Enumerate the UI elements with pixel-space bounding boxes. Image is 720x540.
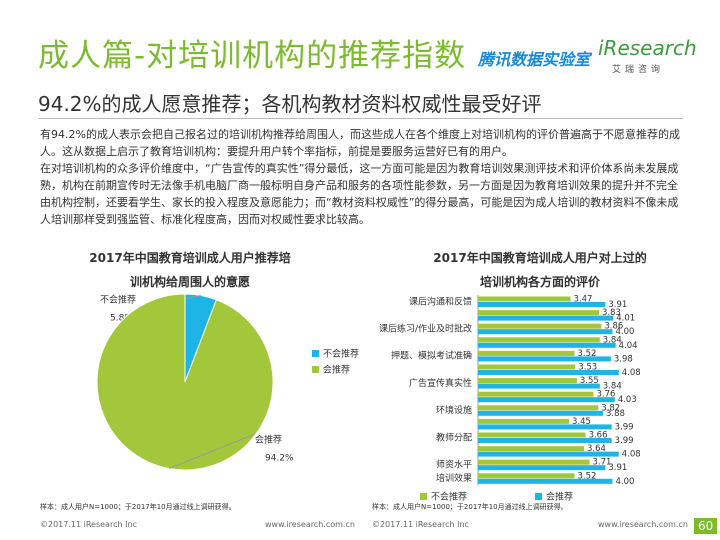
value-label: 4.03 [618,395,637,405]
bar [478,451,619,457]
value-label: 4.08 [622,368,641,378]
bar [478,473,575,479]
footer-copyright: ©2017.11 iResearch Inc [372,520,469,529]
bar [478,391,594,397]
bar [478,446,584,452]
value-label: 4.00 [615,327,634,337]
value-label: 3.64 [587,444,606,454]
legend-label: 不会推荐 [323,348,359,360]
bar [478,478,613,484]
value-label: 3.76 [596,390,615,400]
bar [478,418,569,424]
value-label: 4.04 [619,341,638,351]
legend-label: 会推荐 [546,491,573,503]
bar [478,310,600,316]
page-number: 60 [694,518,718,534]
legend-swatch [312,350,319,357]
legend-label: 会推荐 [323,364,350,376]
slice-value: 94.2% [265,454,294,464]
footer-url: www.iresearch.com.cn [598,520,688,529]
value-label: 3.99 [615,436,634,446]
bar [478,364,576,370]
bar [478,337,600,343]
footer-url: www.iresearch.com.cn [265,520,355,529]
value-label: 3.47 [574,295,593,305]
category-label: 师资水平 [436,459,472,471]
slide-title: 成人篇-对培训机构的推荐指数 [38,38,467,74]
category-label: 广告宣传真实性 [409,377,472,389]
source-note: 样本：成人用户N=1000；于2017年10月通过线上调研获得。 [40,502,236,511]
bar [478,296,571,302]
leader-line [168,433,256,470]
value-label: 3.53 [578,363,597,373]
logo-text: 腾讯数据实验室 [478,50,591,69]
category-label: 环境设施 [436,404,472,416]
value-label: 3.45 [572,417,591,427]
paragraph: 在对培训机构的众多评价维度中，“广告宣传的真实性”得分最低，这一方面可能是因为教… [40,162,679,226]
pie-slice [96,293,274,471]
bar [478,410,603,416]
slice-label: 会推荐 [255,434,282,446]
value-label: 4.08 [622,450,641,460]
value-label: 3.52 [577,471,596,481]
category-label: 课后练习/作业及时批改 [379,323,472,335]
divider [38,118,683,119]
logo-text: 艾瑞咨询 [612,65,665,75]
value-label: 3.52 [577,349,596,359]
value-label: 3.66 [589,431,608,441]
slice-label: 不会推荐 [100,294,136,306]
category-label: 课后沟通和反馈 [409,295,472,307]
chart-title: 2017年中国教育培训成人用户推荐培训机构给周围人的意愿 [89,250,290,289]
value-label: 4.01 [616,314,635,324]
bar [478,342,616,348]
source-note: 样本：成人用户N=1000；于2017年10月通过线上调研获得。 [372,502,568,511]
footer-copyright: ©2017.11 iResearch Inc [40,520,137,529]
bar [478,350,575,356]
slice-value: 5.8% [110,314,133,324]
bar [478,370,619,375]
bar [478,397,615,403]
legend-swatch [420,493,427,500]
bar [478,438,612,443]
bar [478,424,612,430]
legend-label: 不会推荐 [431,491,467,503]
value-label: 3.99 [615,422,634,432]
bar [478,323,602,329]
category-label: 押题、模拟考试准确 [391,350,472,362]
bar [478,378,577,384]
category-label: 培训效果 [436,472,472,484]
bar [478,383,600,389]
value-label: 3.71 [593,458,612,468]
legend-swatch [535,493,542,500]
value-label: 3.86 [604,322,623,332]
value-label: 3.98 [614,354,633,364]
chart-title: 2017年中国教育培训成人用户对上过的培训机构各方面的评价 [433,250,646,289]
bar [478,329,613,335]
category-label: 教师分配 [436,431,472,443]
bar [478,465,606,471]
value-label: 3.84 [603,335,622,345]
bar [478,356,611,362]
slide-subtitle: 94.2%的成人愿意推荐；各机构教材资料权威性最受好评 [38,92,542,116]
bar [478,459,590,465]
value-label: 3.55 [580,376,599,386]
value-label: 3.83 [602,308,621,318]
bar [478,315,614,321]
value-label: 3.91 [608,463,627,473]
bar [478,405,599,411]
value-label: 3.91 [608,300,627,310]
value-label: 3.88 [606,409,625,419]
value-label: 3.84 [603,382,622,392]
bar [478,302,606,307]
legend-swatch [312,366,319,373]
logo-text: iResearch [598,36,697,60]
value-label: 3.82 [601,403,620,413]
value-label: 4.00 [615,477,634,487]
paragraph: 有94.2%的成人表示会把自己报名过的培训机构推荐给周围人，而这些成人在各个维度… [40,128,680,158]
bar [478,432,586,438]
